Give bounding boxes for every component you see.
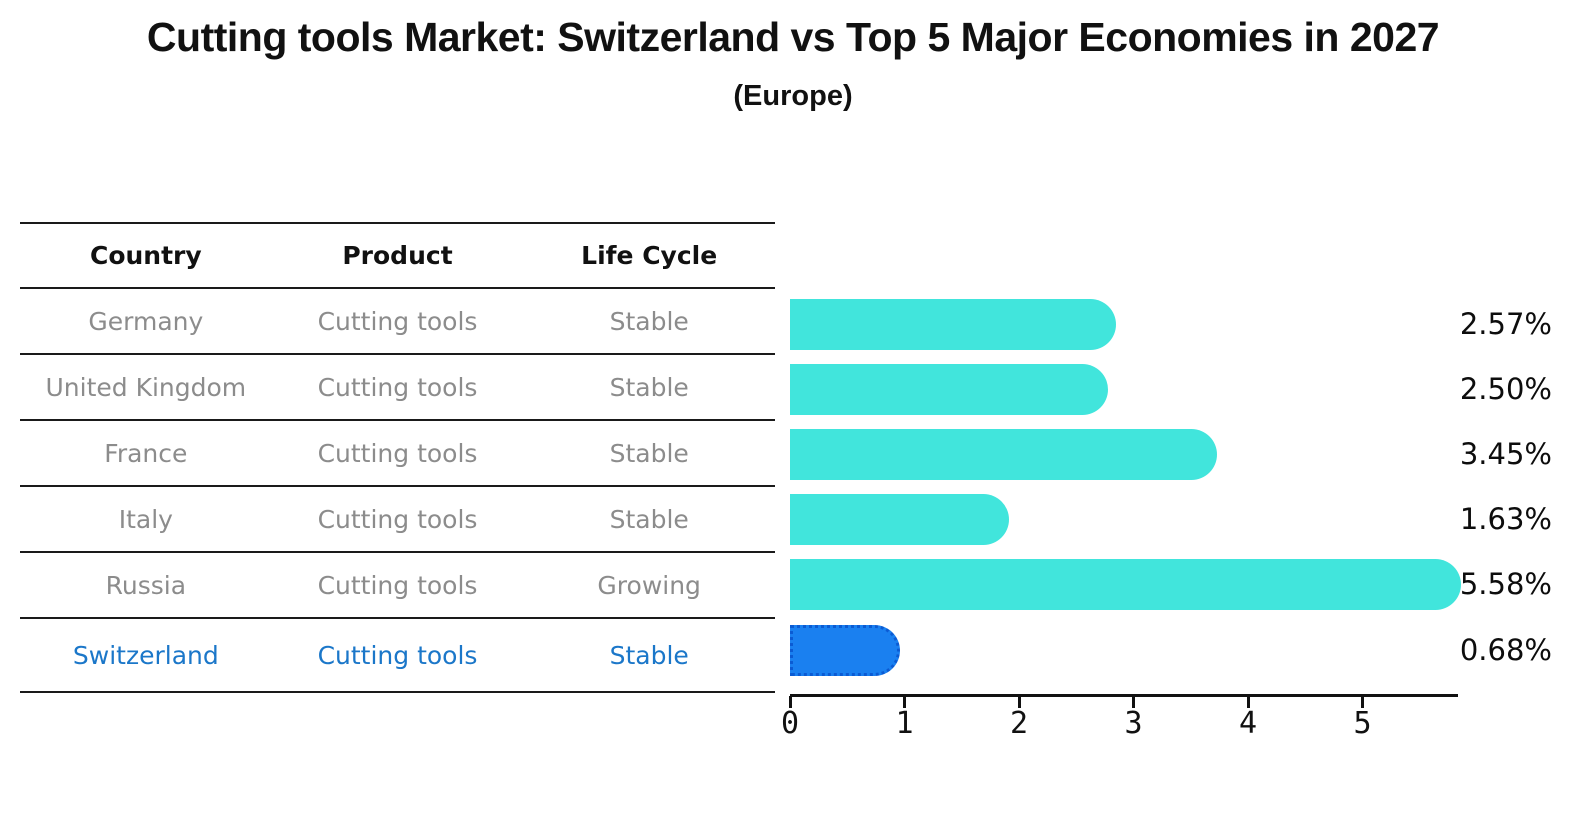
highlight-bar [790,624,900,676]
table-row: United Kingdom Cutting tools Stable [20,355,775,421]
life-cycle-cell: Stable [609,372,689,402]
data-table: Country Product Life Cycle Germany Cuttin… [20,222,775,693]
header-cell-product: Product [342,241,453,270]
x-axis-tick-label: 0 [780,706,800,741]
x-axis-tick-label: 4 [1238,706,1258,741]
x-axis-tick [1361,696,1364,708]
table-row: Italy Cutting tools Stable [20,487,775,553]
bar-value-label: 3.45% [1459,437,1552,471]
bar-value-label: 1.63% [1459,502,1552,536]
x-axis-tick-label: 2 [1009,706,1029,741]
x-axis-tick-label: 1 [895,706,914,741]
product-cell: Cutting tools [317,504,478,534]
life-cycle-cell: Stable [609,306,689,336]
x-axis-tick [1246,696,1250,708]
life-cycle-cell: Stable [609,504,689,534]
bar-value-label: 5.58% [1459,567,1552,601]
bar [790,363,1108,415]
country-cell: Switzerland [72,640,219,670]
product-cell: Cutting tools [317,372,478,402]
x-axis-tick-label: 3 [1124,706,1143,741]
x-axis-line [790,694,1458,697]
table-row: Switzerland Cutting tools Stable [20,619,775,693]
x-axis-tick [903,696,906,708]
bar [790,428,1217,480]
bar [790,558,1461,610]
table-row: Russia Cutting tools Growing [20,553,775,619]
header-cell-country: Country [89,241,202,270]
country-cell: Italy [118,504,173,534]
country-cell: United Kingdom [45,372,247,402]
country-cell: Germany [88,306,204,336]
x-axis-tick [1132,696,1135,708]
life-cycle-cell: Stable [609,438,689,468]
x-axis-tick-label: 5 [1353,706,1372,741]
product-cell: Cutting tools [317,570,478,600]
table-row: Germany Cutting tools Stable [20,289,775,355]
product-cell: Cutting tools [317,306,478,336]
header-cell-life-cycle: Life Cycle [581,241,718,270]
x-axis-tick [788,696,792,708]
page-title: Cutting tools Market: Switzerland vs Top… [146,14,1440,60]
bar [790,298,1116,350]
x-axis-tick [1017,696,1021,708]
country-cell: France [104,438,188,468]
life-cycle-cell: Stable [609,640,689,670]
bar-value-label: 0.68% [1459,633,1552,667]
table-row: France Cutting tools Stable [20,421,775,487]
table-header-row: Country Product Life Cycle [20,222,775,289]
table-body: Germany Cutting tools Stable United Kingdom… [20,289,775,693]
page-subtitle: (Europe) [733,80,853,112]
bar-value-label: 2.57% [1459,307,1552,341]
country-cell: Russia [105,570,187,600]
product-cell: Cutting tools [317,438,478,468]
life-cycle-cell: Growing [597,570,701,600]
product-cell: Cutting tools [317,640,478,670]
bar [790,493,1009,545]
bar-value-label: 2.50% [1459,372,1552,406]
